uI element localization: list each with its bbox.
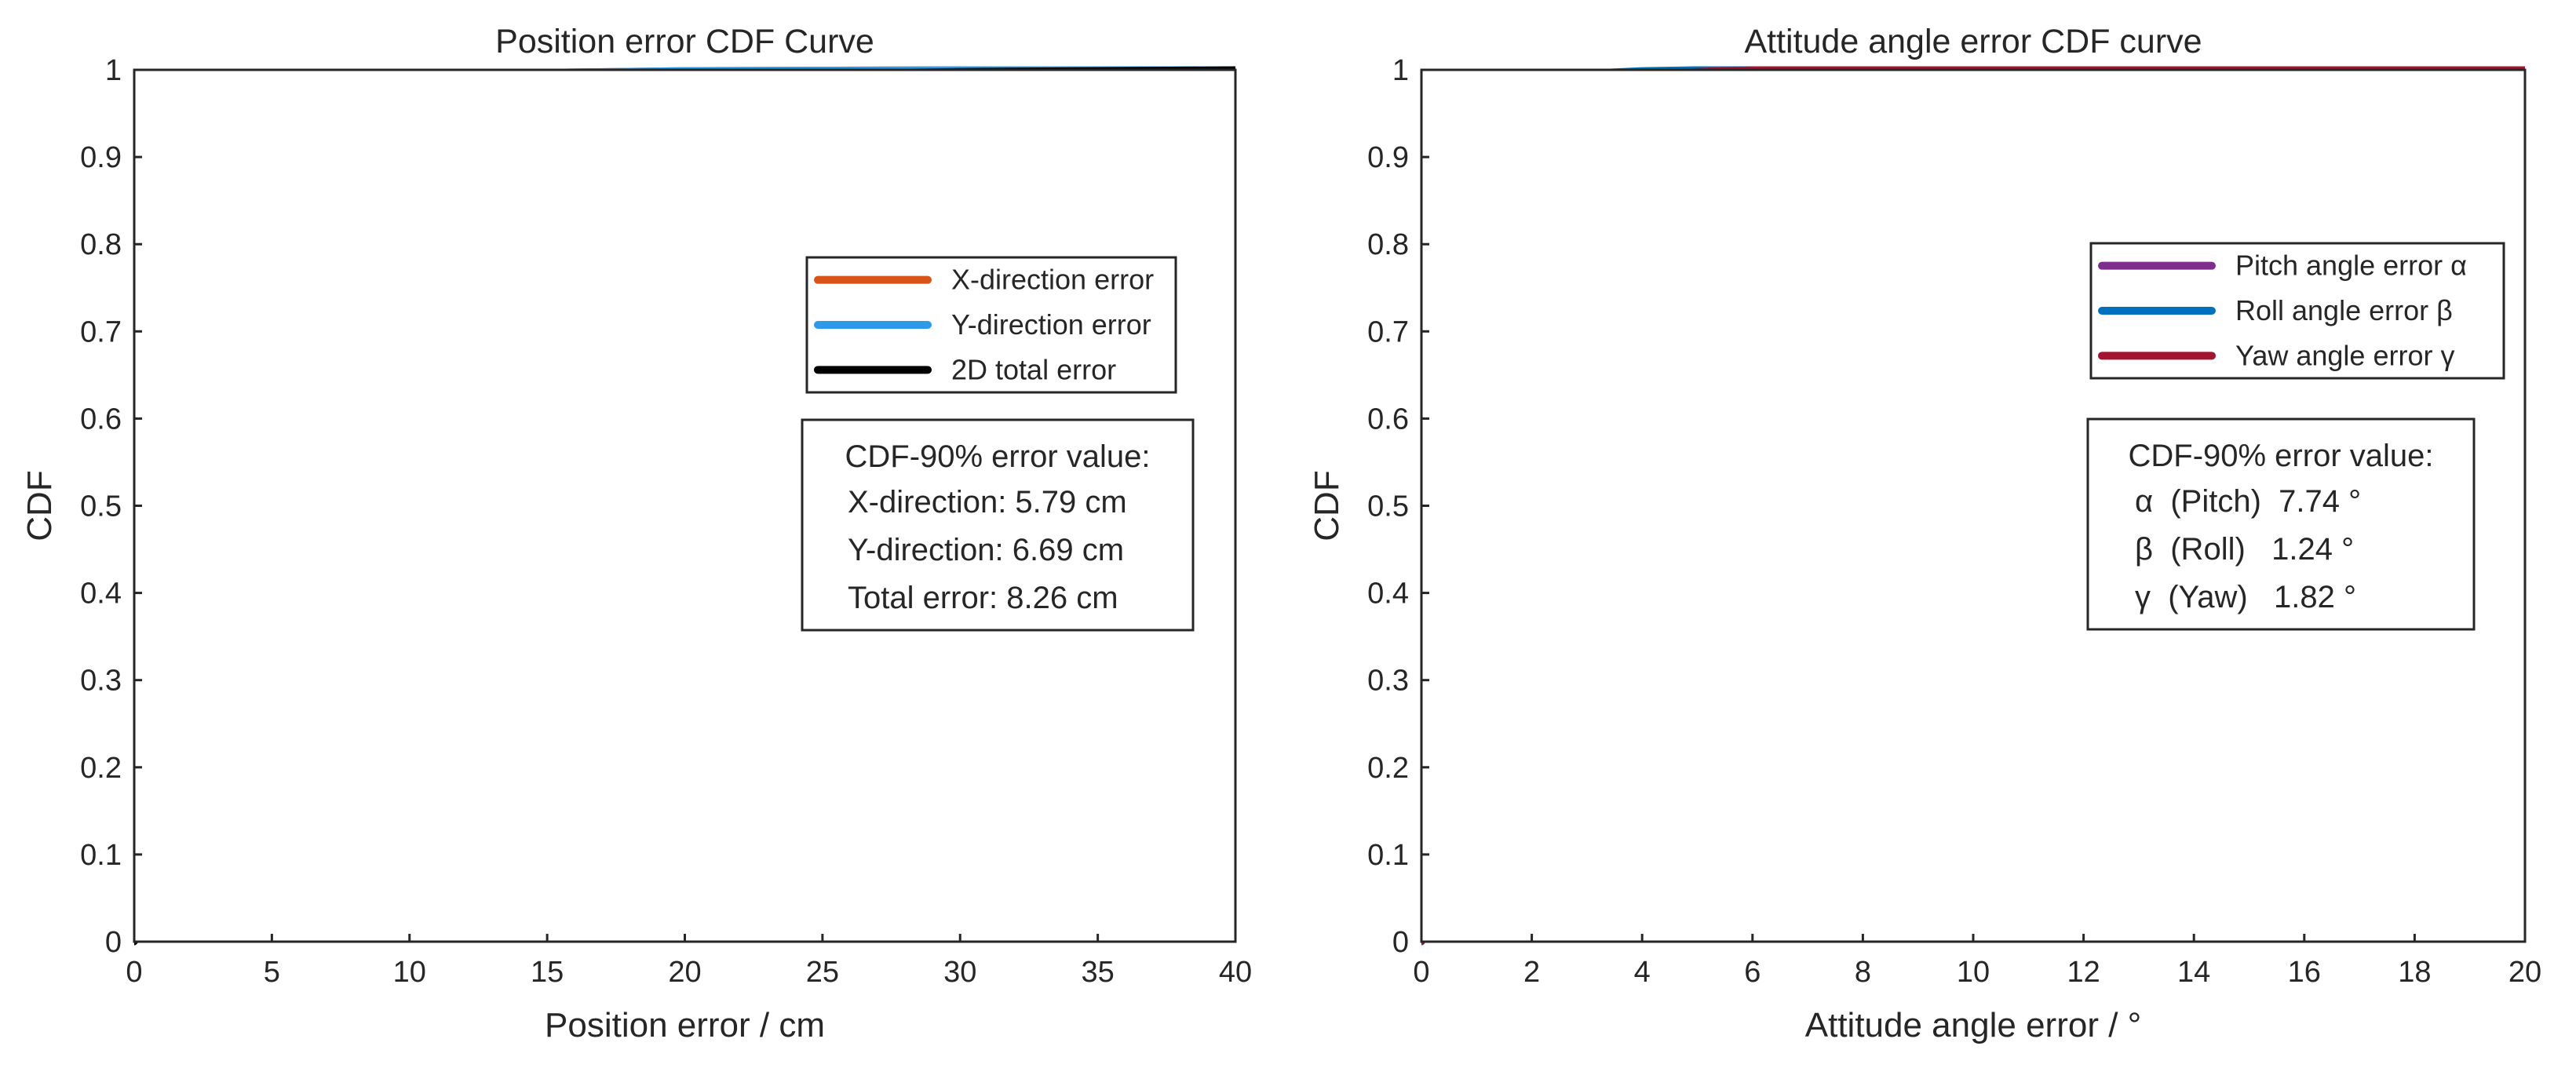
y-tick-label: 0.1	[1367, 839, 1409, 872]
y-axis-label: CDF	[20, 470, 59, 541]
x-tick-label: 2	[1523, 956, 1540, 989]
x-tick-label: 35	[1081, 956, 1114, 989]
x-tick-label: 30	[943, 956, 976, 989]
x-tick-label: 6	[1744, 956, 1761, 989]
legend-entry: Y-direction error	[951, 308, 1151, 341]
y-tick-label: 0.5	[80, 490, 122, 523]
cdf90-annotation: CDF-90% error value: α (Pitch) 7.74 ° β (R…	[2086, 417, 2476, 631]
annotation-line: Y-direction: 6.69 cm	[848, 533, 1124, 567]
chart-title: Position error CDF Curve	[495, 23, 874, 60]
annotation-line: β (Roll) 1.24 °	[2135, 532, 2354, 567]
chart-2: 0 2 4 6 8 10 12 14 16 18 20 0 0.1 0.2 0.3 0.4 0.5 0.6 0.7 0…	[1308, 23, 2541, 1044]
y-tick-label: 0	[1392, 926, 1409, 959]
annotation-line: Total error: 8.26 cm	[848, 581, 1118, 615]
chart-title: Attitude angle error CDF curve	[1744, 23, 2202, 60]
y-tick-label: 0.6	[1367, 403, 1409, 436]
x-tick-label: 10	[393, 956, 426, 989]
x-tick-label: 0	[1413, 956, 1429, 989]
y-tick-label: 0.7	[1367, 315, 1409, 348]
annotation-title: CDF-90% error value:	[845, 439, 1150, 474]
x-tick-label: 12	[2067, 956, 2100, 989]
legend-entry: Pitch angle error α	[2235, 250, 2467, 282]
x-tick-label: 14	[2177, 956, 2210, 989]
x-tick-label: 16	[2288, 956, 2321, 989]
x-tick-label: 20	[2508, 956, 2541, 989]
legend-entry: X-direction error	[951, 264, 1154, 296]
y-tick-label: 0.3	[1367, 665, 1409, 698]
legend-entry: 2D total error	[951, 353, 1116, 385]
legend-entry: Roll angle error β	[2235, 294, 2453, 326]
y-tick-label: 1	[105, 54, 122, 87]
y-tick-label: 0.9	[80, 141, 122, 174]
y-tick-label: 0.6	[80, 403, 122, 436]
x-tick-label: 40	[1219, 956, 1252, 989]
x-tick-label: 20	[668, 956, 701, 989]
annotation-frame	[801, 418, 1195, 632]
y-tick-label: 0.4	[1367, 578, 1409, 611]
x-tick-label: 4	[1634, 956, 1651, 989]
x-axis-label: Position error / cm	[545, 1006, 825, 1044]
chart-1: 0 5 10 15 20 25 30 35 40 0 0.1 0.2 0.3 0.4 0.5 0.6 0.7 0.…	[20, 23, 1252, 1044]
annotation-line: γ (Yaw) 1.82 °	[2135, 580, 2356, 614]
y-tick-label: 0.2	[80, 752, 122, 785]
x-tick-label: 25	[806, 956, 839, 989]
y-axis-label: CDF	[1308, 470, 1346, 541]
y-tick-label: 0.9	[1367, 141, 1409, 174]
legend: Pitch angle error α Roll angle error β Yaw…	[2089, 242, 2505, 380]
x-tick-label: 15	[531, 956, 564, 989]
y-tick-label: 0	[105, 926, 122, 959]
x-tick-label: 10	[1957, 956, 1990, 989]
y-tick-label: 0.7	[80, 315, 122, 348]
annotation-frame	[2086, 417, 2476, 631]
x-tick-label: 8	[1855, 956, 1871, 989]
legend-entry: Yaw angle error γ	[2235, 339, 2454, 371]
annotation-line: α (Pitch) 7.74 °	[2135, 484, 2361, 519]
y-tick-label: 0.8	[1367, 228, 1409, 261]
y-tick-label: 0.8	[80, 228, 122, 261]
y-tick-label: 0.4	[80, 578, 122, 611]
annotation-line: X-direction: 5.79 cm	[848, 485, 1127, 519]
x-tick-label: 0	[126, 956, 142, 989]
cdf90-annotation: CDF-90% error value: X-direction: 5.79 cm…	[801, 418, 1195, 632]
y-tick-label: 1	[1392, 54, 1409, 87]
y-tick-label: 0.1	[80, 839, 122, 872]
x-tick-label: 18	[2398, 956, 2431, 989]
x-axis-label: Attitude angle error / °	[1805, 1006, 2141, 1044]
legend: X-direction error Y-direction error 2D tot…	[805, 256, 1177, 394]
y-tick-label: 0.5	[1367, 490, 1409, 523]
y-tick-label: 0.2	[1367, 752, 1409, 785]
x-tick-label: 5	[264, 956, 280, 989]
y-tick-label: 0.3	[80, 665, 122, 698]
annotation-title: CDF-90% error value:	[2128, 439, 2433, 473]
